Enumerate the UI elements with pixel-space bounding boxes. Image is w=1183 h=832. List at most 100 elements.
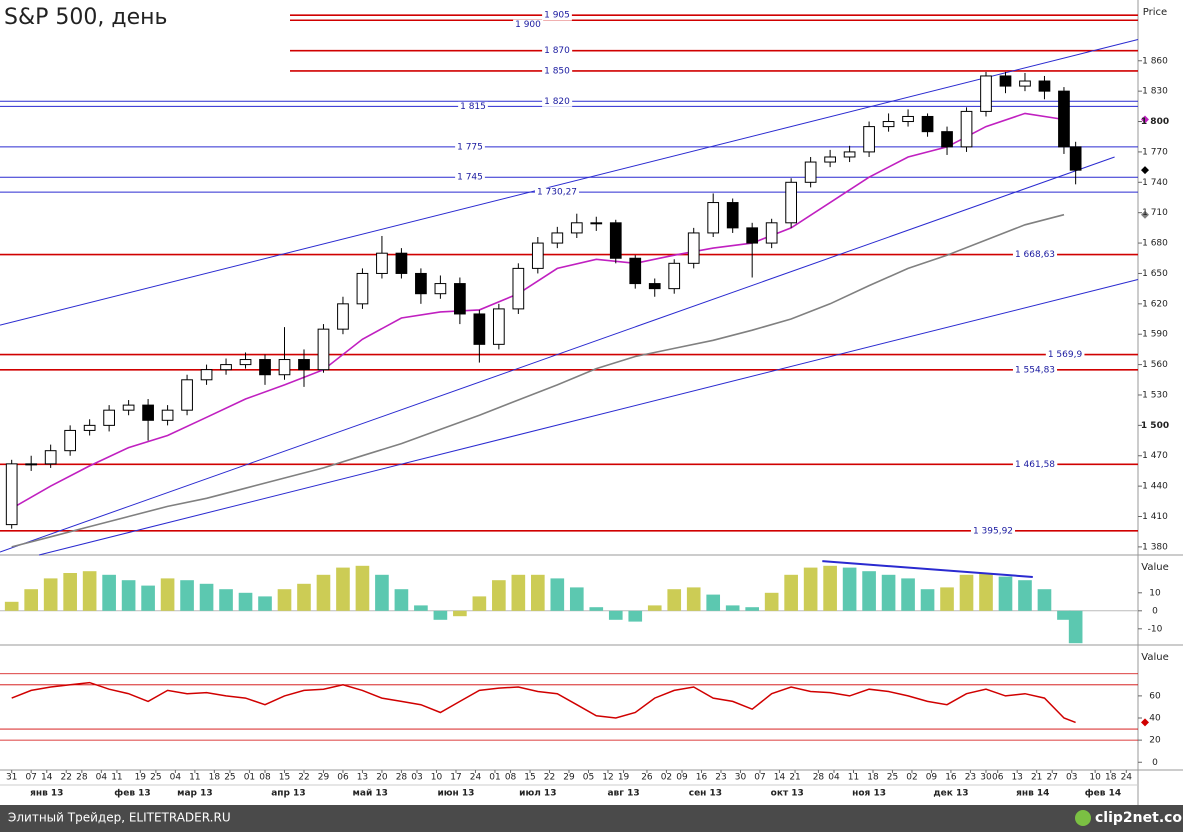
- x-tick-label: 08: [259, 773, 271, 783]
- histogram-bar: [414, 605, 428, 611]
- month-label: июл 13: [519, 789, 556, 799]
- histogram-bar: [160, 578, 175, 611]
- histogram-bar: [764, 592, 779, 611]
- candle-body: [863, 126, 875, 153]
- x-tick-label: 13: [357, 773, 368, 783]
- candle-body: [161, 409, 174, 421]
- level-label-bg: [1045, 350, 1085, 361]
- histogram-bar: [784, 574, 798, 611]
- level-label: 1 730,27: [537, 188, 577, 198]
- candle-body: [824, 156, 836, 163]
- x-tick-label: 09: [676, 773, 688, 783]
- x-tick-label: 21: [789, 773, 800, 783]
- x-tick-label: 15: [524, 773, 535, 783]
- histogram-bar: [121, 580, 136, 611]
- level-label: 1 668,63: [1015, 250, 1055, 260]
- candle-body: [687, 232, 700, 264]
- histogram-bar: [569, 587, 584, 611]
- candle-body: [25, 463, 38, 466]
- trend-line: [0, 156, 1115, 553]
- y-tick-label: 0: [1152, 758, 1158, 768]
- month-label: янв 14: [1016, 789, 1049, 799]
- footer-bar: [0, 805, 1183, 832]
- y-tick-label: 1 530: [1142, 390, 1168, 400]
- level-label: 1 745: [457, 173, 483, 183]
- x-tick-label: 04: [96, 773, 108, 783]
- y-tick-label: 1 410: [1142, 512, 1168, 522]
- candle-body: [1019, 80, 1031, 87]
- candle-body: [181, 379, 193, 411]
- candle-body: [629, 257, 642, 285]
- y-tick-label: 1 560: [1142, 360, 1168, 370]
- candle-body: [122, 404, 135, 411]
- histogram-bar: [959, 574, 974, 611]
- histogram-bar: [258, 596, 272, 611]
- chart-title: S&P 500, день: [4, 5, 167, 30]
- candle-body: [1038, 80, 1051, 92]
- histogram-bar: [881, 574, 896, 611]
- trend-line: [0, 39, 1139, 326]
- candle-body: [746, 227, 759, 244]
- histogram-bar: [667, 589, 682, 611]
- y-tick-label: 1 770: [1142, 147, 1168, 157]
- level-label: 1 905: [544, 11, 570, 21]
- histogram-bar: [472, 596, 487, 611]
- footer-logo: clip2net.com: [1095, 810, 1183, 826]
- candle-body: [999, 75, 1012, 87]
- y-tick-label: 1 800: [1141, 117, 1169, 127]
- histogram-bar: [4, 601, 19, 611]
- level-label-bg: [542, 10, 572, 21]
- month-label: окт 13: [771, 789, 804, 799]
- month-label: май 13: [353, 789, 388, 799]
- x-tick-label: 28: [76, 773, 88, 783]
- x-tick-label: 07: [754, 773, 765, 783]
- x-tick-label: 03: [411, 773, 422, 783]
- y-axis-label: Price: [1143, 7, 1167, 18]
- divergence-line: [822, 560, 1033, 578]
- candle-body: [298, 359, 310, 371]
- y-tick-label: 60: [1149, 691, 1161, 701]
- level-label-bg: [513, 19, 544, 30]
- x-tick-label: 20: [376, 773, 388, 783]
- x-tick-label: 28: [396, 773, 408, 783]
- level-label-bg: [455, 142, 485, 153]
- histogram-bar: [511, 574, 526, 611]
- x-tick-label: 25: [887, 773, 898, 783]
- histogram-bar: [375, 574, 389, 611]
- x-tick-label: 11: [189, 773, 200, 783]
- candle-body: [551, 232, 564, 244]
- x-tick-label: 04: [170, 773, 182, 783]
- month-label: янв 13: [30, 789, 63, 799]
- histogram-bar: [628, 610, 643, 622]
- histogram-bar: [1057, 610, 1071, 620]
- candle-body: [570, 222, 583, 234]
- level-label: 1 820: [544, 97, 570, 107]
- x-tick-label: 09: [926, 773, 938, 783]
- histogram-bar: [43, 578, 58, 611]
- level-label-bg: [542, 46, 573, 57]
- histogram-bar: [394, 589, 409, 611]
- candle-body: [259, 359, 271, 376]
- y-tick-label: 1 650: [1142, 269, 1168, 279]
- x-tick-label: 14: [774, 773, 786, 783]
- y-tick-label: 1 680: [1142, 239, 1168, 249]
- histogram-bar: [102, 574, 116, 611]
- x-tick-label: 13: [1011, 773, 1022, 783]
- candle-body: [668, 262, 681, 290]
- y-tick-label: 1 830: [1142, 87, 1168, 97]
- level-label: 1 775: [457, 142, 483, 152]
- y-tick-label: 1 500: [1141, 421, 1169, 431]
- y-tick-label: 20: [1149, 736, 1161, 746]
- level-label: 1 554,83: [1015, 365, 1055, 375]
- candle-body: [142, 404, 154, 421]
- x-tick-label: 24: [470, 773, 482, 783]
- y-tick-label: 1 440: [1142, 482, 1168, 492]
- x-tick-label: 28: [813, 773, 825, 783]
- candle-body: [278, 359, 291, 376]
- x-tick-label: 25: [150, 773, 161, 783]
- candle-body: [415, 272, 427, 295]
- y-tick-label: 40: [1149, 714, 1161, 724]
- x-tick-label: 29: [563, 773, 575, 783]
- candle-body: [941, 131, 953, 148]
